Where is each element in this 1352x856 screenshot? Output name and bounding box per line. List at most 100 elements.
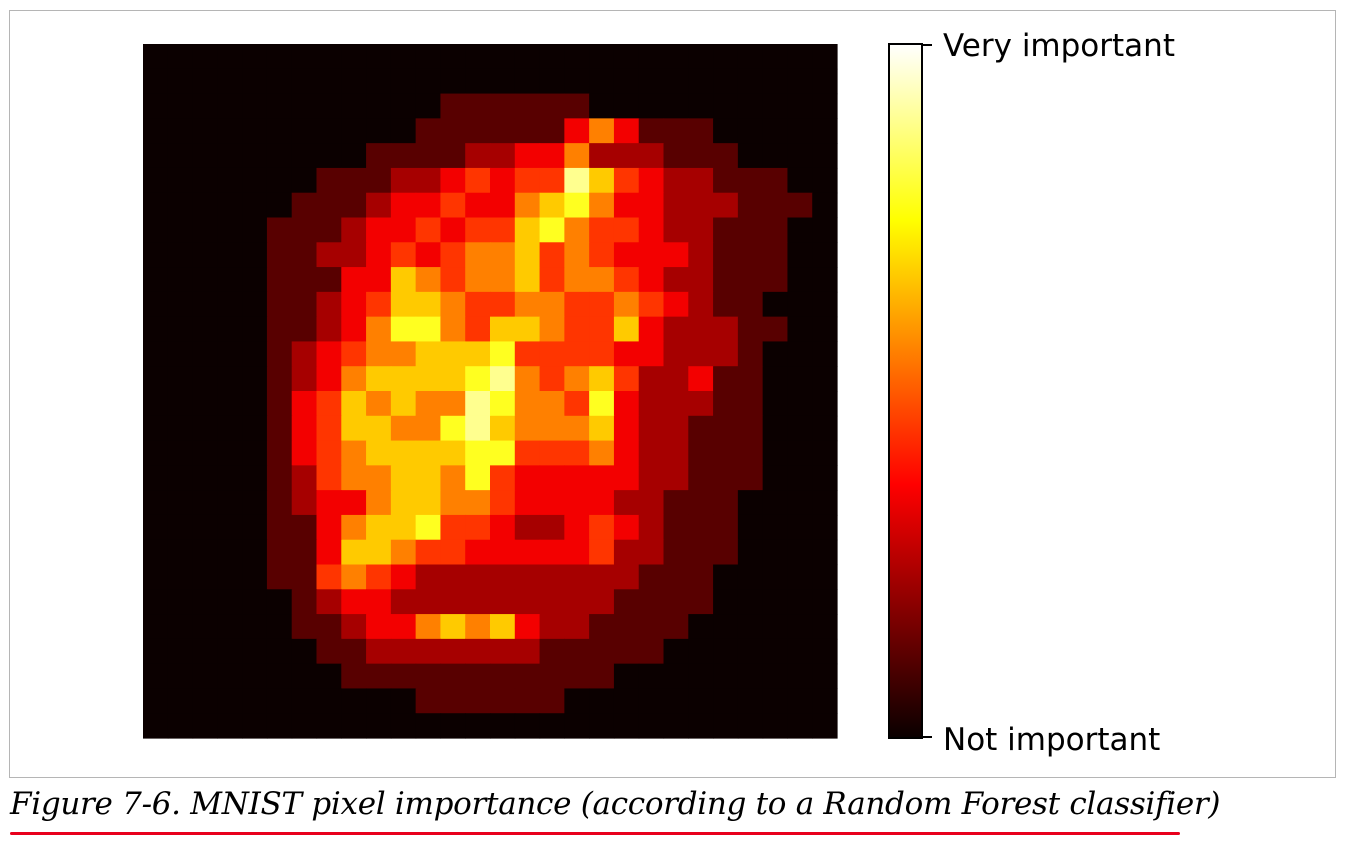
heatmap-cell bbox=[390, 564, 417, 590]
heatmap-cell bbox=[663, 688, 689, 714]
heatmap-cell bbox=[390, 143, 417, 169]
heatmap-cell bbox=[415, 366, 442, 392]
heatmap-cell bbox=[143, 663, 169, 690]
heatmap-cell bbox=[514, 564, 541, 590]
heatmap-cell bbox=[539, 192, 565, 219]
heatmap-cell bbox=[638, 440, 665, 466]
heatmap-cell bbox=[737, 68, 764, 95]
heatmap-cell bbox=[688, 391, 714, 417]
heatmap-cell bbox=[366, 614, 392, 640]
heatmap-cell bbox=[366, 68, 392, 95]
heatmap-cell bbox=[638, 267, 665, 293]
heatmap-cell bbox=[192, 341, 218, 367]
heatmap-cell bbox=[316, 291, 342, 318]
heatmap-cell bbox=[812, 514, 838, 541]
heatmap-cell bbox=[812, 589, 838, 615]
heatmap-cell bbox=[415, 44, 442, 70]
heatmap-cell bbox=[812, 68, 838, 95]
heatmap-cell bbox=[663, 167, 689, 194]
heatmap-cell bbox=[192, 490, 218, 516]
heatmap-cell bbox=[415, 490, 442, 516]
heatmap-cell bbox=[762, 440, 789, 466]
heatmap-cell bbox=[514, 192, 541, 219]
heatmap-cell bbox=[688, 118, 714, 144]
heatmap-cell bbox=[217, 391, 243, 417]
heatmap-cell bbox=[465, 93, 491, 119]
heatmap-cell bbox=[539, 93, 565, 119]
heatmap-cell bbox=[564, 440, 590, 466]
figure-frame: Very important Not important bbox=[9, 10, 1336, 778]
heatmap-cell bbox=[539, 514, 565, 541]
heatmap-cell bbox=[812, 366, 838, 392]
heatmap-cell bbox=[638, 564, 665, 590]
heatmap-cell bbox=[316, 167, 342, 194]
heatmap-cell bbox=[539, 688, 565, 714]
heatmap-cell bbox=[440, 267, 466, 293]
heatmap-cell bbox=[713, 663, 739, 690]
heatmap-cell bbox=[291, 415, 318, 442]
heatmap-cell bbox=[316, 663, 342, 690]
heatmap-cell bbox=[564, 514, 590, 541]
heatmap-cell bbox=[390, 638, 417, 665]
heatmap-cell bbox=[514, 366, 541, 392]
heatmap-cell bbox=[217, 490, 243, 516]
heatmap-cell bbox=[539, 316, 565, 343]
heatmap-cell bbox=[167, 167, 194, 194]
heatmap-cell bbox=[440, 93, 466, 119]
heatmap-cell bbox=[613, 143, 640, 169]
heatmap-cell bbox=[266, 688, 293, 714]
heatmap-cell bbox=[192, 713, 218, 739]
heatmap-cell bbox=[341, 291, 367, 318]
heatmap-cell bbox=[440, 490, 466, 516]
heatmap-cell bbox=[415, 167, 442, 194]
heatmap-cell bbox=[613, 242, 640, 268]
heatmap-cell bbox=[589, 415, 615, 442]
heatmap-cell bbox=[490, 93, 516, 119]
heatmap-cell bbox=[812, 638, 838, 665]
heatmap-cell bbox=[390, 713, 417, 739]
heatmap-cell bbox=[613, 614, 640, 640]
heatmap-cell bbox=[242, 688, 268, 714]
heatmap-cell bbox=[390, 118, 417, 144]
heatmap-cell bbox=[638, 415, 665, 442]
heatmap-cell bbox=[291, 564, 318, 590]
heatmap-cell bbox=[762, 589, 789, 615]
heatmap-cell bbox=[143, 713, 169, 739]
heatmap-cell bbox=[316, 267, 342, 293]
heatmap-cell bbox=[390, 663, 417, 690]
heatmap-cell bbox=[539, 713, 565, 739]
heatmap-cell bbox=[465, 143, 491, 169]
heatmap-cell bbox=[242, 564, 268, 590]
heatmap-cell bbox=[564, 663, 590, 690]
heatmap-cell bbox=[390, 242, 417, 268]
heatmap-cell bbox=[167, 391, 194, 417]
heatmap-cell bbox=[564, 291, 590, 318]
heatmap-cell bbox=[415, 267, 442, 293]
heatmap-cell bbox=[242, 391, 268, 417]
heatmap-cell bbox=[589, 192, 615, 219]
heatmap-cell bbox=[390, 167, 417, 194]
heatmap-cell bbox=[490, 564, 516, 590]
heatmap-cell bbox=[688, 564, 714, 590]
heatmap-cell bbox=[490, 192, 516, 219]
heatmap-cell bbox=[737, 688, 764, 714]
heatmap-cell bbox=[539, 143, 565, 169]
heatmap-cell bbox=[192, 68, 218, 95]
heatmap-cell bbox=[589, 440, 615, 466]
heatmap-cell bbox=[663, 564, 689, 590]
heatmap-cell bbox=[663, 415, 689, 442]
heatmap-cell bbox=[638, 614, 665, 640]
heatmap-cell bbox=[341, 539, 367, 566]
heatmap-cell bbox=[663, 217, 689, 243]
heatmap-cell bbox=[787, 688, 813, 714]
heatmap-cell bbox=[167, 564, 194, 590]
heatmap-cell bbox=[341, 663, 367, 690]
heatmap-cell bbox=[465, 242, 491, 268]
heatmap-cell bbox=[514, 391, 541, 417]
heatmap-cell bbox=[316, 415, 342, 442]
heatmap-cell bbox=[490, 614, 516, 640]
heatmap-cell bbox=[688, 316, 714, 343]
heatmap-cell bbox=[638, 68, 665, 95]
heatmap-cell bbox=[266, 143, 293, 169]
heatmap-cell bbox=[762, 93, 789, 119]
